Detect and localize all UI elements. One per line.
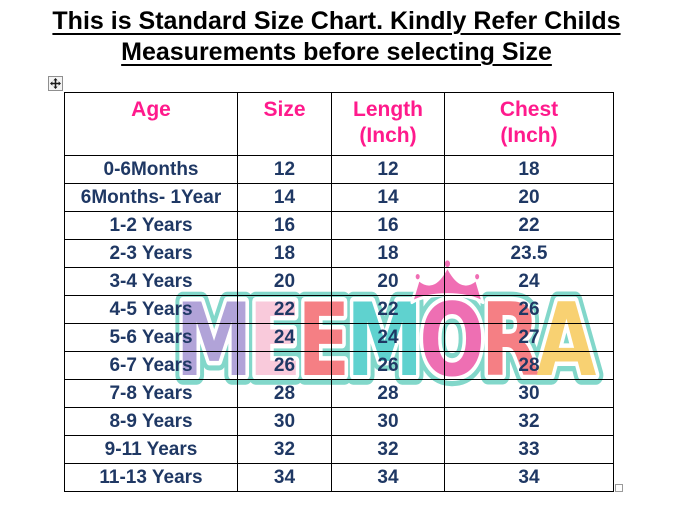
chest-cell: 26 [444, 295, 614, 324]
age-cell: 6-7 Years [64, 351, 238, 380]
title-line-2: Measurements before selecting Size [121, 38, 552, 66]
header-size: Size [237, 92, 332, 156]
table-row: 2-3 Years 18 18 23.5 [64, 239, 614, 268]
table-move-handle[interactable] [48, 76, 63, 91]
length-cell: 20 [331, 267, 445, 296]
title-line-1: This is Standard Size Chart. Kindly Refe… [52, 7, 621, 35]
length-cell: 14 [331, 183, 445, 212]
age-cell: 2-3 Years [64, 239, 238, 268]
header-length: Length (Inch) [331, 92, 445, 156]
chest-cell: 28 [444, 351, 614, 380]
size-cell: 20 [237, 267, 332, 296]
header-size-label: Size [263, 98, 306, 121]
age-cell: 1-2 Years [64, 211, 238, 240]
size-cell: 26 [237, 351, 332, 380]
four-way-arrow-icon [50, 78, 61, 89]
chest-cell: 20 [444, 183, 614, 212]
table-row: 5-6 Years 24 24 27 [64, 323, 614, 352]
table-row: 6-7 Years 26 26 28 [64, 351, 614, 380]
chest-cell: 34 [444, 463, 614, 492]
size-chart-table: Age Size Length (Inch) Chest (Inch) [64, 92, 614, 492]
length-cell: 24 [331, 323, 445, 352]
length-cell: 32 [331, 435, 445, 464]
table-row: 8-9 Years 30 30 32 [64, 407, 614, 436]
chest-cell: 33 [444, 435, 614, 464]
age-cell: 8-9 Years [64, 407, 238, 436]
header-length-unit: (Inch) [359, 124, 417, 147]
age-cell: 3-4 Years [64, 267, 238, 296]
size-cell: 24 [237, 323, 332, 352]
size-cell: 32 [237, 435, 332, 464]
size-chart-area: MEEMORA MEEMORA MEEMORA Age Size [64, 92, 614, 492]
age-cell: 11-13 Years [64, 463, 238, 492]
table-resize-handle[interactable] [615, 484, 623, 492]
table-row: 9-11 Years 32 32 33 [64, 435, 614, 464]
header-chest-label: Chest [499, 98, 559, 121]
header-chest: Chest (Inch) [444, 92, 614, 156]
age-cell: 9-11 Years [64, 435, 238, 464]
size-cell: 28 [237, 379, 332, 408]
chest-cell: 22 [444, 211, 614, 240]
length-cell: 16 [331, 211, 445, 240]
size-cell: 12 [237, 155, 332, 184]
length-cell: 30 [331, 407, 445, 436]
age-cell: 5-6 Years [64, 323, 238, 352]
length-cell: 26 [331, 351, 445, 380]
chest-cell: 24 [444, 267, 614, 296]
table-row: 3-4 Years 20 20 24 [64, 267, 614, 296]
chest-cell: 32 [444, 407, 614, 436]
table-row: 4-5 Years 22 22 26 [64, 295, 614, 324]
size-cell: 14 [237, 183, 332, 212]
length-cell: 28 [331, 379, 445, 408]
chest-cell: 30 [444, 379, 614, 408]
header-row: Age Size Length (Inch) Chest (Inch) [64, 92, 614, 156]
length-cell: 34 [331, 463, 445, 492]
table-row: 0-6Months 12 12 18 [64, 155, 614, 184]
age-cell: 6Months- 1Year [64, 183, 238, 212]
age-cell: 7-8 Years [64, 379, 238, 408]
age-cell: 0-6Months [64, 155, 238, 184]
page-title: This is Standard Size Chart. Kindly Refe… [0, 6, 673, 68]
header-chest-unit: (Inch) [500, 124, 558, 147]
length-cell: 12 [331, 155, 445, 184]
table-row: 7-8 Years 28 28 30 [64, 379, 614, 408]
size-cell: 18 [237, 239, 332, 268]
size-cell: 30 [237, 407, 332, 436]
chest-cell: 23.5 [444, 239, 614, 268]
length-cell: 22 [331, 295, 445, 324]
size-cell: 22 [237, 295, 332, 324]
age-cell: 4-5 Years [64, 295, 238, 324]
header-age: Age [64, 92, 238, 156]
header-length-label: Length [353, 98, 423, 121]
chest-cell: 18 [444, 155, 614, 184]
table-row: 6Months- 1Year 14 14 20 [64, 183, 614, 212]
size-cell: 34 [237, 463, 332, 492]
header-age-label: Age [131, 98, 171, 121]
table-row: 11-13 Years 34 34 34 [64, 463, 614, 492]
table-body: 0-6Months 12 12 18 6Months- 1Year 14 14 20 1-2 Y… [64, 155, 614, 492]
size-cell: 16 [237, 211, 332, 240]
table-row: 1-2 Years 16 16 22 [64, 211, 614, 240]
chest-cell: 27 [444, 323, 614, 352]
length-cell: 18 [331, 239, 445, 268]
